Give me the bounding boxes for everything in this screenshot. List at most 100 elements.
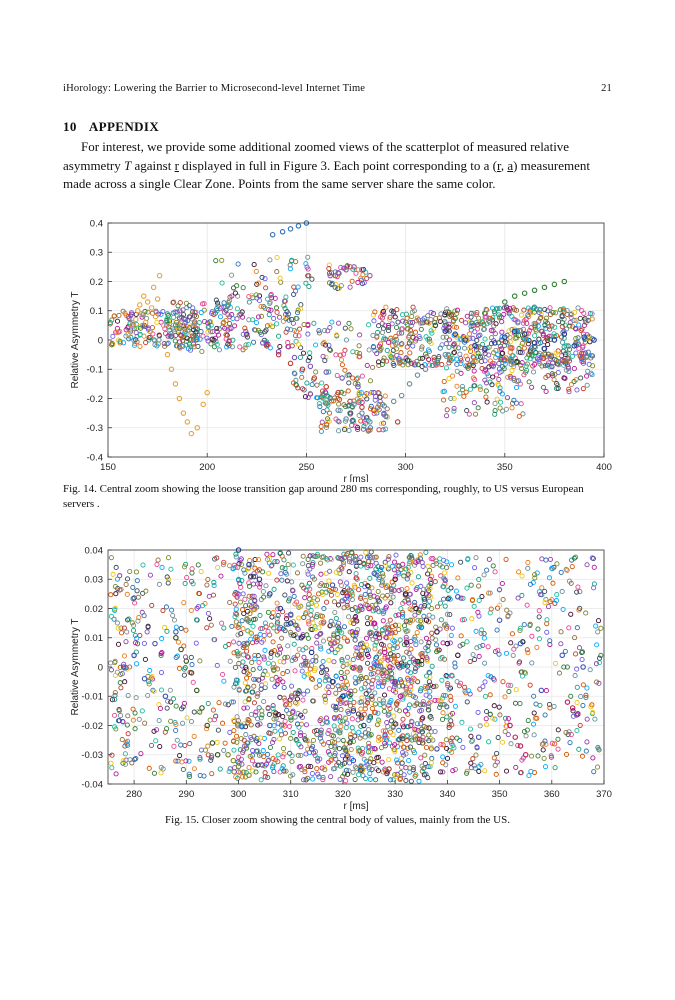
data-point [326,727,332,733]
data-point [397,358,403,364]
data-point [205,610,211,616]
data-point [164,574,170,580]
data-point [191,344,197,350]
data-point [559,334,565,340]
data-point [531,287,538,294]
data-point [295,752,301,758]
data-point [114,318,121,324]
data-point [334,715,340,721]
data-point [273,710,279,716]
data-point [211,717,218,723]
data-point [120,664,127,670]
data-point [571,366,577,372]
data-point [246,718,252,724]
body-text: ) measurement [513,157,590,173]
data-point [300,350,307,356]
data-point [414,629,420,636]
data-point [458,370,464,376]
data-point [412,726,418,732]
data-point [325,749,331,755]
data-point [438,741,444,747]
data-point [313,602,320,608]
data-point [270,755,276,762]
x-tick-label: 350 [492,789,508,800]
data-point [266,312,272,318]
data-point [268,307,274,313]
data-point [208,755,215,761]
data-point [516,333,522,339]
data-point [521,290,528,296]
data-point [517,625,523,631]
data-point [111,724,118,730]
data-point [356,354,362,360]
data-point [180,720,186,726]
data-point [403,777,409,784]
data-point [406,689,412,695]
data-point [245,342,251,348]
data-point [329,582,336,588]
data-point [525,650,531,656]
data-point [564,567,570,573]
data-point [469,320,475,326]
data-point [164,351,171,358]
data-point [209,310,215,316]
data-point [427,688,433,694]
data-point [240,659,246,665]
data-point [449,749,455,755]
data-point [440,754,446,760]
data-point [140,323,146,330]
data-point [481,635,487,641]
data-point [220,559,227,565]
data-point [138,310,145,317]
data-point [179,759,185,765]
data-point [137,343,143,349]
data-point [589,311,595,317]
data-point [241,743,248,749]
data-point [562,360,568,366]
data-point [204,625,210,631]
data-point [420,715,426,721]
data-point [554,561,560,567]
data-point [492,569,498,575]
data-point [242,699,248,705]
data-point [300,386,306,392]
data-point [140,293,147,299]
data-point [548,752,554,759]
data-point [234,733,240,739]
data-point [428,760,434,766]
data-point [164,705,170,711]
data-point [318,732,324,738]
data-point [475,709,481,715]
data-point [357,350,363,357]
data-point [412,694,418,701]
data-point [349,664,355,671]
data-point [474,744,480,750]
data-point [214,325,220,331]
data-point [589,555,595,561]
data-point [239,618,245,624]
data-point [160,308,166,315]
data-point [334,591,340,597]
data-point [299,668,305,674]
data-point [336,620,342,626]
data-point [487,590,493,596]
data-point [507,349,513,355]
data-point [464,585,470,591]
data-point [482,358,488,364]
data-point [119,737,125,743]
data-point [362,591,368,597]
data-point [391,684,398,690]
data-point [337,776,343,782]
data-point [386,711,392,717]
data-point [252,556,258,563]
data-point [333,690,339,696]
data-point [320,658,326,665]
data-point [392,678,398,685]
data-point [245,654,252,660]
data-point [493,771,499,777]
data-point [585,368,591,374]
data-point [327,751,333,757]
data-point [387,643,393,649]
data-point [265,705,271,711]
data-point [246,593,252,599]
